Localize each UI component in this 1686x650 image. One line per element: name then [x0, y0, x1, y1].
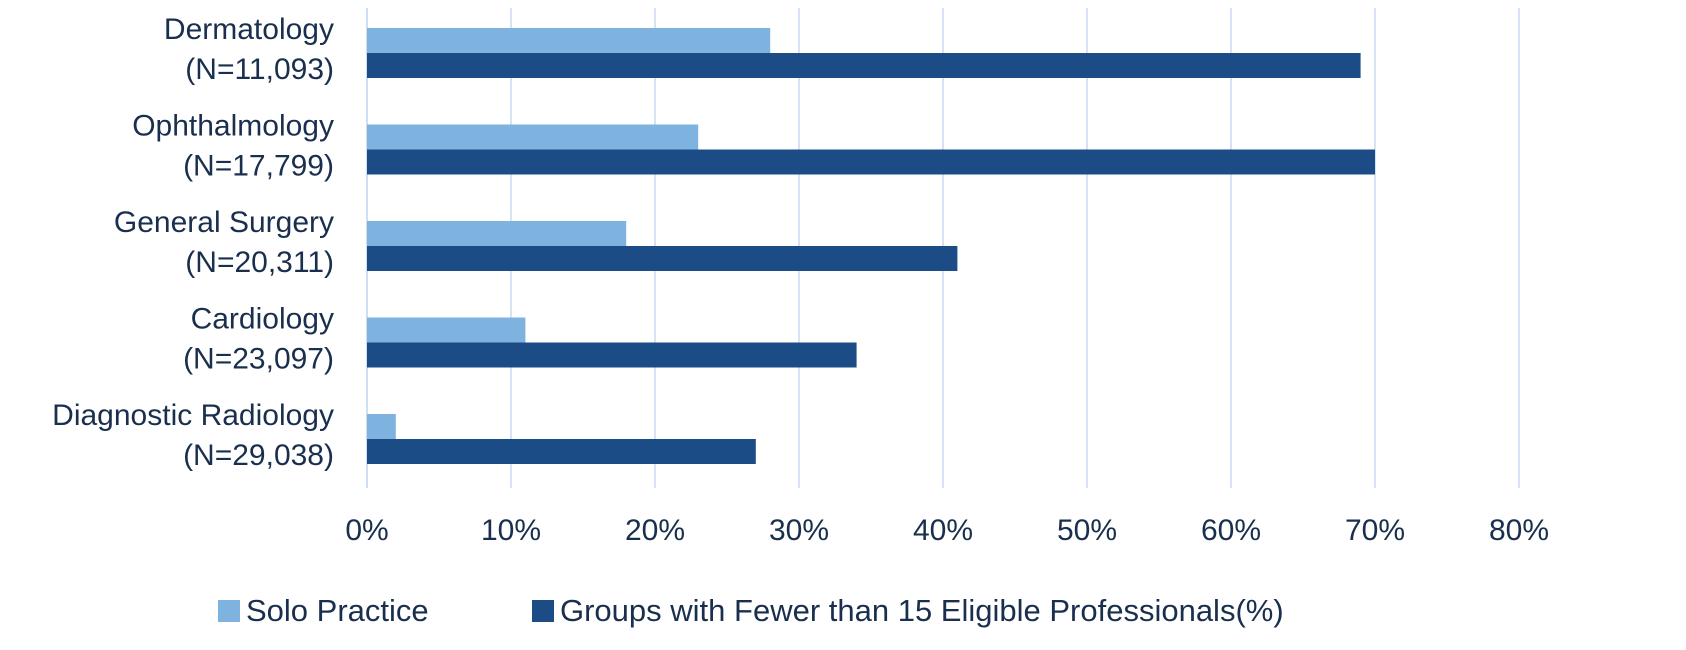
legend-swatch	[532, 600, 554, 622]
category-label: (N=29,038)	[183, 439, 334, 472]
x-tick-label: 40%	[913, 514, 973, 547]
category-label: (N=20,311)	[185, 246, 334, 279]
legend-label: Groups with Fewer than 15 Eligible Profe…	[560, 593, 1284, 628]
legend: Solo Practice Groups with Fewer than 15 E…	[218, 593, 1284, 628]
x-tick-label: 70%	[1345, 514, 1405, 547]
bar-small-groups	[367, 53, 1361, 78]
x-tick-label: 30%	[769, 514, 829, 547]
x-tick-label: 20%	[625, 514, 685, 547]
bar-solo-practice	[367, 124, 699, 150]
x-tick-label: 10%	[481, 514, 541, 547]
category-labels: Dermatology (N=11,093) Ophthalmology (N=17,…	[52, 13, 334, 472]
bar-small-groups	[367, 342, 857, 368]
category-label: (N=11,093)	[185, 53, 334, 86]
x-tick-label: 50%	[1057, 514, 1117, 547]
bar-small-groups	[367, 149, 1375, 175]
bar-solo-practice	[367, 414, 396, 439]
bar-small-groups	[367, 246, 958, 271]
legend-label: Solo Practice	[246, 593, 429, 628]
bars	[367, 28, 1375, 464]
category-label: Ophthalmology	[132, 110, 334, 143]
category-label: (N=17,799)	[183, 150, 334, 183]
x-tick-label: 0%	[345, 514, 388, 547]
category-label: Cardiology	[191, 303, 334, 336]
category-label: (N=23,097)	[183, 343, 334, 376]
category-label: General Surgery	[114, 206, 334, 239]
category-label: Dermatology	[164, 13, 334, 46]
x-tick-label: 80%	[1489, 514, 1549, 547]
bar-solo-practice	[367, 28, 771, 53]
bar-solo-practice	[367, 317, 526, 343]
x-tick-labels: 0% 10% 20% 30% 40% 50% 60% 70% 80%	[345, 514, 1549, 547]
legend-swatch	[218, 600, 240, 622]
category-label: Diagnostic Radiology	[52, 399, 334, 432]
bar-solo-practice	[367, 221, 627, 246]
x-tick-label: 60%	[1201, 514, 1261, 547]
bar-small-groups	[367, 439, 756, 464]
